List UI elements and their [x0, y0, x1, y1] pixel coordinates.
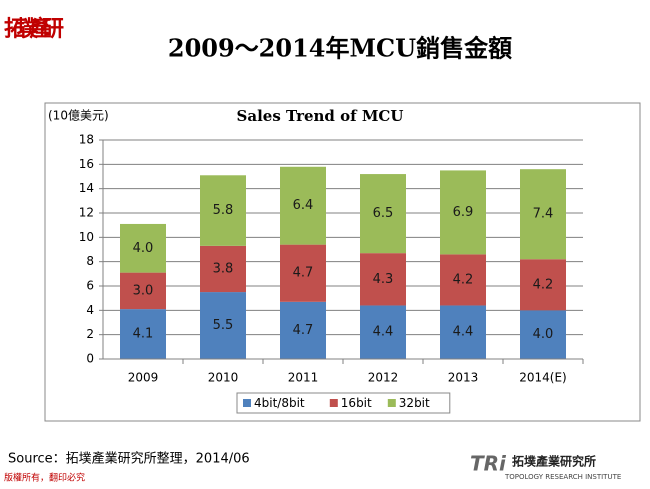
bar-segment	[280, 301, 326, 359]
value-label: 6.5	[373, 206, 394, 221]
value-label: 7.4	[533, 207, 554, 222]
y-tick-label: 16	[79, 157, 94, 171]
value-label: 4.4	[373, 325, 394, 340]
bar-segment	[280, 244, 326, 302]
value-label: 4.7	[293, 323, 314, 338]
bar-segment	[440, 254, 486, 306]
bar-segment	[520, 169, 566, 260]
bar-segment	[280, 166, 326, 245]
value-label: 4.2	[453, 272, 474, 287]
value-label: 4.3	[373, 272, 394, 287]
legend-swatch	[329, 399, 338, 407]
bar-segment	[200, 175, 246, 246]
value-label: 3.8	[213, 261, 234, 276]
value-label: 4.0	[133, 241, 154, 256]
value-label: 5.8	[213, 203, 234, 218]
source: Source：拓墣產業研究所整理，2014/06	[8, 451, 250, 467]
value-label: 6.4	[293, 198, 314, 213]
x-tick-label: 2012	[368, 371, 399, 385]
bar-segment	[440, 170, 486, 255]
value-label: 4.4	[453, 325, 474, 340]
x-tick-label: 2013	[448, 371, 479, 385]
value-label: 5.5	[213, 318, 234, 333]
bar-segment	[120, 272, 166, 310]
value-label: 4.2	[533, 277, 554, 292]
bar-segment	[520, 259, 566, 311]
value-label: 4.1	[133, 327, 154, 342]
plot: 0 2 4 6 8 10 12 14 16 18 4.1 3.0 4.0 2009 5.5 3.8 5.8 201…	[79, 133, 584, 414]
y-tick-label: 14	[79, 181, 94, 195]
logo-box	[0, 0, 68, 60]
x-tick-label: 2010	[208, 371, 239, 385]
copyright: 版權所有，翻印必究	[4, 472, 85, 484]
bar-segment	[520, 310, 566, 359]
x-tick-label: 2009	[128, 371, 159, 385]
y-tick-label: 8	[86, 254, 94, 268]
brand-mark: TRi	[470, 452, 507, 476]
logo: 拓墣產研	[4, 16, 64, 42]
chart-title: Sales Trend of MCU	[237, 107, 404, 125]
bar-segment	[440, 305, 486, 359]
brand-subtitle: TOPOLOGY RESEARCH INSTITUTE	[504, 473, 621, 481]
legend-swatch	[387, 399, 396, 407]
y-tick-label: 12	[79, 206, 94, 220]
y-tick-label: 4	[86, 303, 94, 317]
y-tick-label: 10	[79, 230, 94, 244]
bar-segment	[120, 309, 166, 359]
y-tick-label: 0	[86, 352, 94, 366]
bar-segment	[360, 253, 406, 306]
legend-box	[236, 392, 451, 414]
value-label: 6.9	[453, 205, 474, 220]
bar-segment	[360, 305, 406, 359]
x-tick-label: 2014(E)	[519, 371, 566, 385]
brand-name: 拓墣產業研究所	[512, 454, 596, 469]
legend-swatch	[243, 399, 251, 407]
x-tick-label: 2011	[288, 371, 319, 385]
y-tick-label: 2	[86, 327, 94, 341]
bar-segment	[120, 223, 166, 273]
y-tick-label: 18	[79, 133, 94, 147]
bar-segment	[200, 292, 246, 359]
legend-label: 16bit	[341, 396, 372, 410]
footer-bar	[0, 472, 650, 485]
bar-segment	[200, 245, 246, 293]
legend-label: 32bit	[399, 396, 430, 410]
value-label: 4.7	[293, 266, 314, 281]
y-axis-label: (10億美元)	[48, 109, 109, 123]
value-label: 3.0	[133, 283, 154, 298]
legend-label: 4bit/8bit	[254, 396, 305, 410]
value-label: 4.0	[533, 327, 554, 342]
bar-segment	[360, 174, 406, 254]
y-tick-label: 6	[86, 279, 94, 293]
slide-title: 2009～2014年MCU銷售金額	[168, 34, 512, 63]
